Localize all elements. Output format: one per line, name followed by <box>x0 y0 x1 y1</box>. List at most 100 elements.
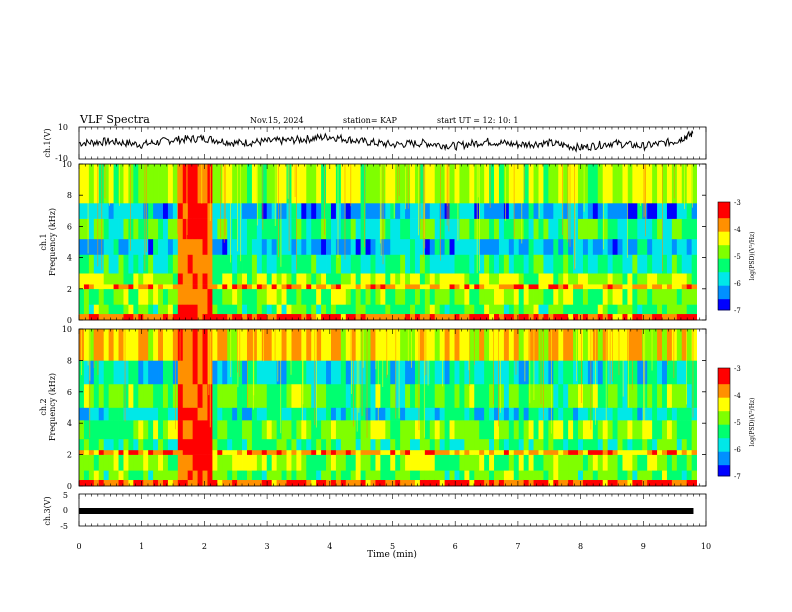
spectrogram-cell <box>192 273 198 285</box>
spectrogram-cell <box>153 360 159 385</box>
sferic-streak <box>524 329 526 382</box>
spectrogram-cell <box>330 284 337 290</box>
spectrogram-cell <box>686 304 693 315</box>
spectrogram-cell <box>266 254 273 274</box>
spectrogram-cell <box>637 238 643 255</box>
spectrogram-cell <box>449 288 455 305</box>
spectrogram-cell <box>360 383 366 408</box>
spectrogram-cell <box>607 164 613 204</box>
spectrogram-cell <box>459 454 465 471</box>
time-tick-label: 3 <box>265 542 270 551</box>
spectrogram-cell <box>296 407 302 421</box>
spectrogram-cell <box>454 304 460 315</box>
spectrogram-cell <box>335 449 342 455</box>
spectrogram-cell <box>133 273 139 285</box>
spectrogram-cell <box>321 454 327 471</box>
sferic-streak <box>274 329 276 361</box>
spectrogram-cell <box>662 479 668 487</box>
spectrogram-cell <box>128 470 134 481</box>
spectrogram-cell <box>474 420 480 440</box>
spectrogram-cell <box>395 360 401 385</box>
spectrogram-cell <box>592 454 599 471</box>
spectrogram-cell <box>424 420 431 440</box>
spectrogram-cell <box>271 470 278 481</box>
spectrogram-cell <box>582 449 589 455</box>
spectrogram-cell <box>340 420 347 440</box>
spectrogram-cell <box>444 383 450 408</box>
spectrogram-cell <box>563 449 569 455</box>
spectrogram-cell <box>400 218 406 240</box>
spectrogram-cell <box>128 454 134 471</box>
sferic-streak <box>97 329 99 375</box>
spectrogram-cell <box>597 288 604 305</box>
spectrogram-cell <box>489 454 495 471</box>
spectrogram-cell <box>207 273 213 285</box>
spectrogram-cell <box>434 203 441 219</box>
spectrogram-cell <box>666 284 673 290</box>
spectrogram-cell <box>592 164 599 204</box>
spectrogram-cell <box>469 284 475 290</box>
spectrogram-cell <box>652 454 658 471</box>
sferic-streak <box>686 329 687 405</box>
spectrogram-cell <box>632 438 638 451</box>
spectrogram-cell <box>390 479 396 487</box>
spectrogram-cell <box>607 284 613 290</box>
spectrogram-cell <box>365 360 371 385</box>
spectrogram-cell <box>326 254 332 274</box>
spectrogram-cell <box>622 470 628 481</box>
spectrogram-cell <box>242 454 248 471</box>
spectrogram-cell <box>79 284 85 290</box>
spectrogram-cell <box>558 407 564 421</box>
spectrogram-cell <box>642 449 648 455</box>
colorbar-tick-label: -7 <box>734 473 741 481</box>
spectrogram-cell <box>182 284 189 290</box>
colorbar-swatch <box>718 296 730 300</box>
spectrogram-cell <box>558 284 564 290</box>
spectrogram-cell <box>405 313 411 321</box>
spectrogram-cell <box>444 273 450 285</box>
spectrogram-cell <box>192 360 198 385</box>
spectrogram-cell <box>237 454 243 471</box>
spectrogram-cell <box>558 420 564 440</box>
spectrogram-cell <box>83 407 90 421</box>
spectrogram-cell <box>98 383 105 408</box>
spectrogram-cell <box>197 360 203 385</box>
spectrogram-cell <box>627 454 633 471</box>
sferic-streak <box>594 329 596 425</box>
spectrogram-cell <box>691 218 697 240</box>
spectrogram-cell <box>662 218 668 240</box>
spectrogram-cell <box>306 449 312 455</box>
spectrogram-cell <box>162 454 169 471</box>
spectrogram-cell <box>88 454 95 471</box>
spectrogram-cell <box>335 218 342 240</box>
spectrogram-cell <box>652 164 658 204</box>
spectrogram-cell <box>138 449 144 455</box>
spectrogram-cell <box>276 273 282 285</box>
spectrogram-cell <box>454 407 460 421</box>
spectrogram-cell <box>414 383 421 408</box>
spectrogram-cell <box>330 454 337 471</box>
sferic-streak <box>205 164 207 197</box>
spectrogram-cell <box>652 284 658 290</box>
spectrogram-cell <box>498 454 505 471</box>
spectrogram-cell <box>503 420 510 440</box>
spectrogram-cell <box>686 479 693 487</box>
spectrogram-cell <box>518 438 525 451</box>
spectrogram-cell <box>271 420 278 440</box>
spectrogram-cell <box>237 420 243 440</box>
spectrogram-cell <box>400 420 406 440</box>
spectrogram-cell <box>479 454 485 471</box>
spectrogram-cell <box>390 449 396 455</box>
spectrogram-cell <box>251 329 258 361</box>
spectrogram-cell <box>513 238 520 255</box>
spectrogram-cell <box>410 420 416 440</box>
spectrogram-cell <box>543 329 549 361</box>
spectrogram-cell <box>340 164 347 204</box>
spectrogram-cell <box>405 420 411 440</box>
spectrogram-cell <box>340 313 347 321</box>
spectrogram-cell <box>162 313 169 321</box>
spectrogram-cell <box>138 470 144 481</box>
spectrogram-cell <box>93 454 100 471</box>
spectrogram-cell <box>449 313 455 321</box>
spectrogram-cell <box>88 449 95 455</box>
